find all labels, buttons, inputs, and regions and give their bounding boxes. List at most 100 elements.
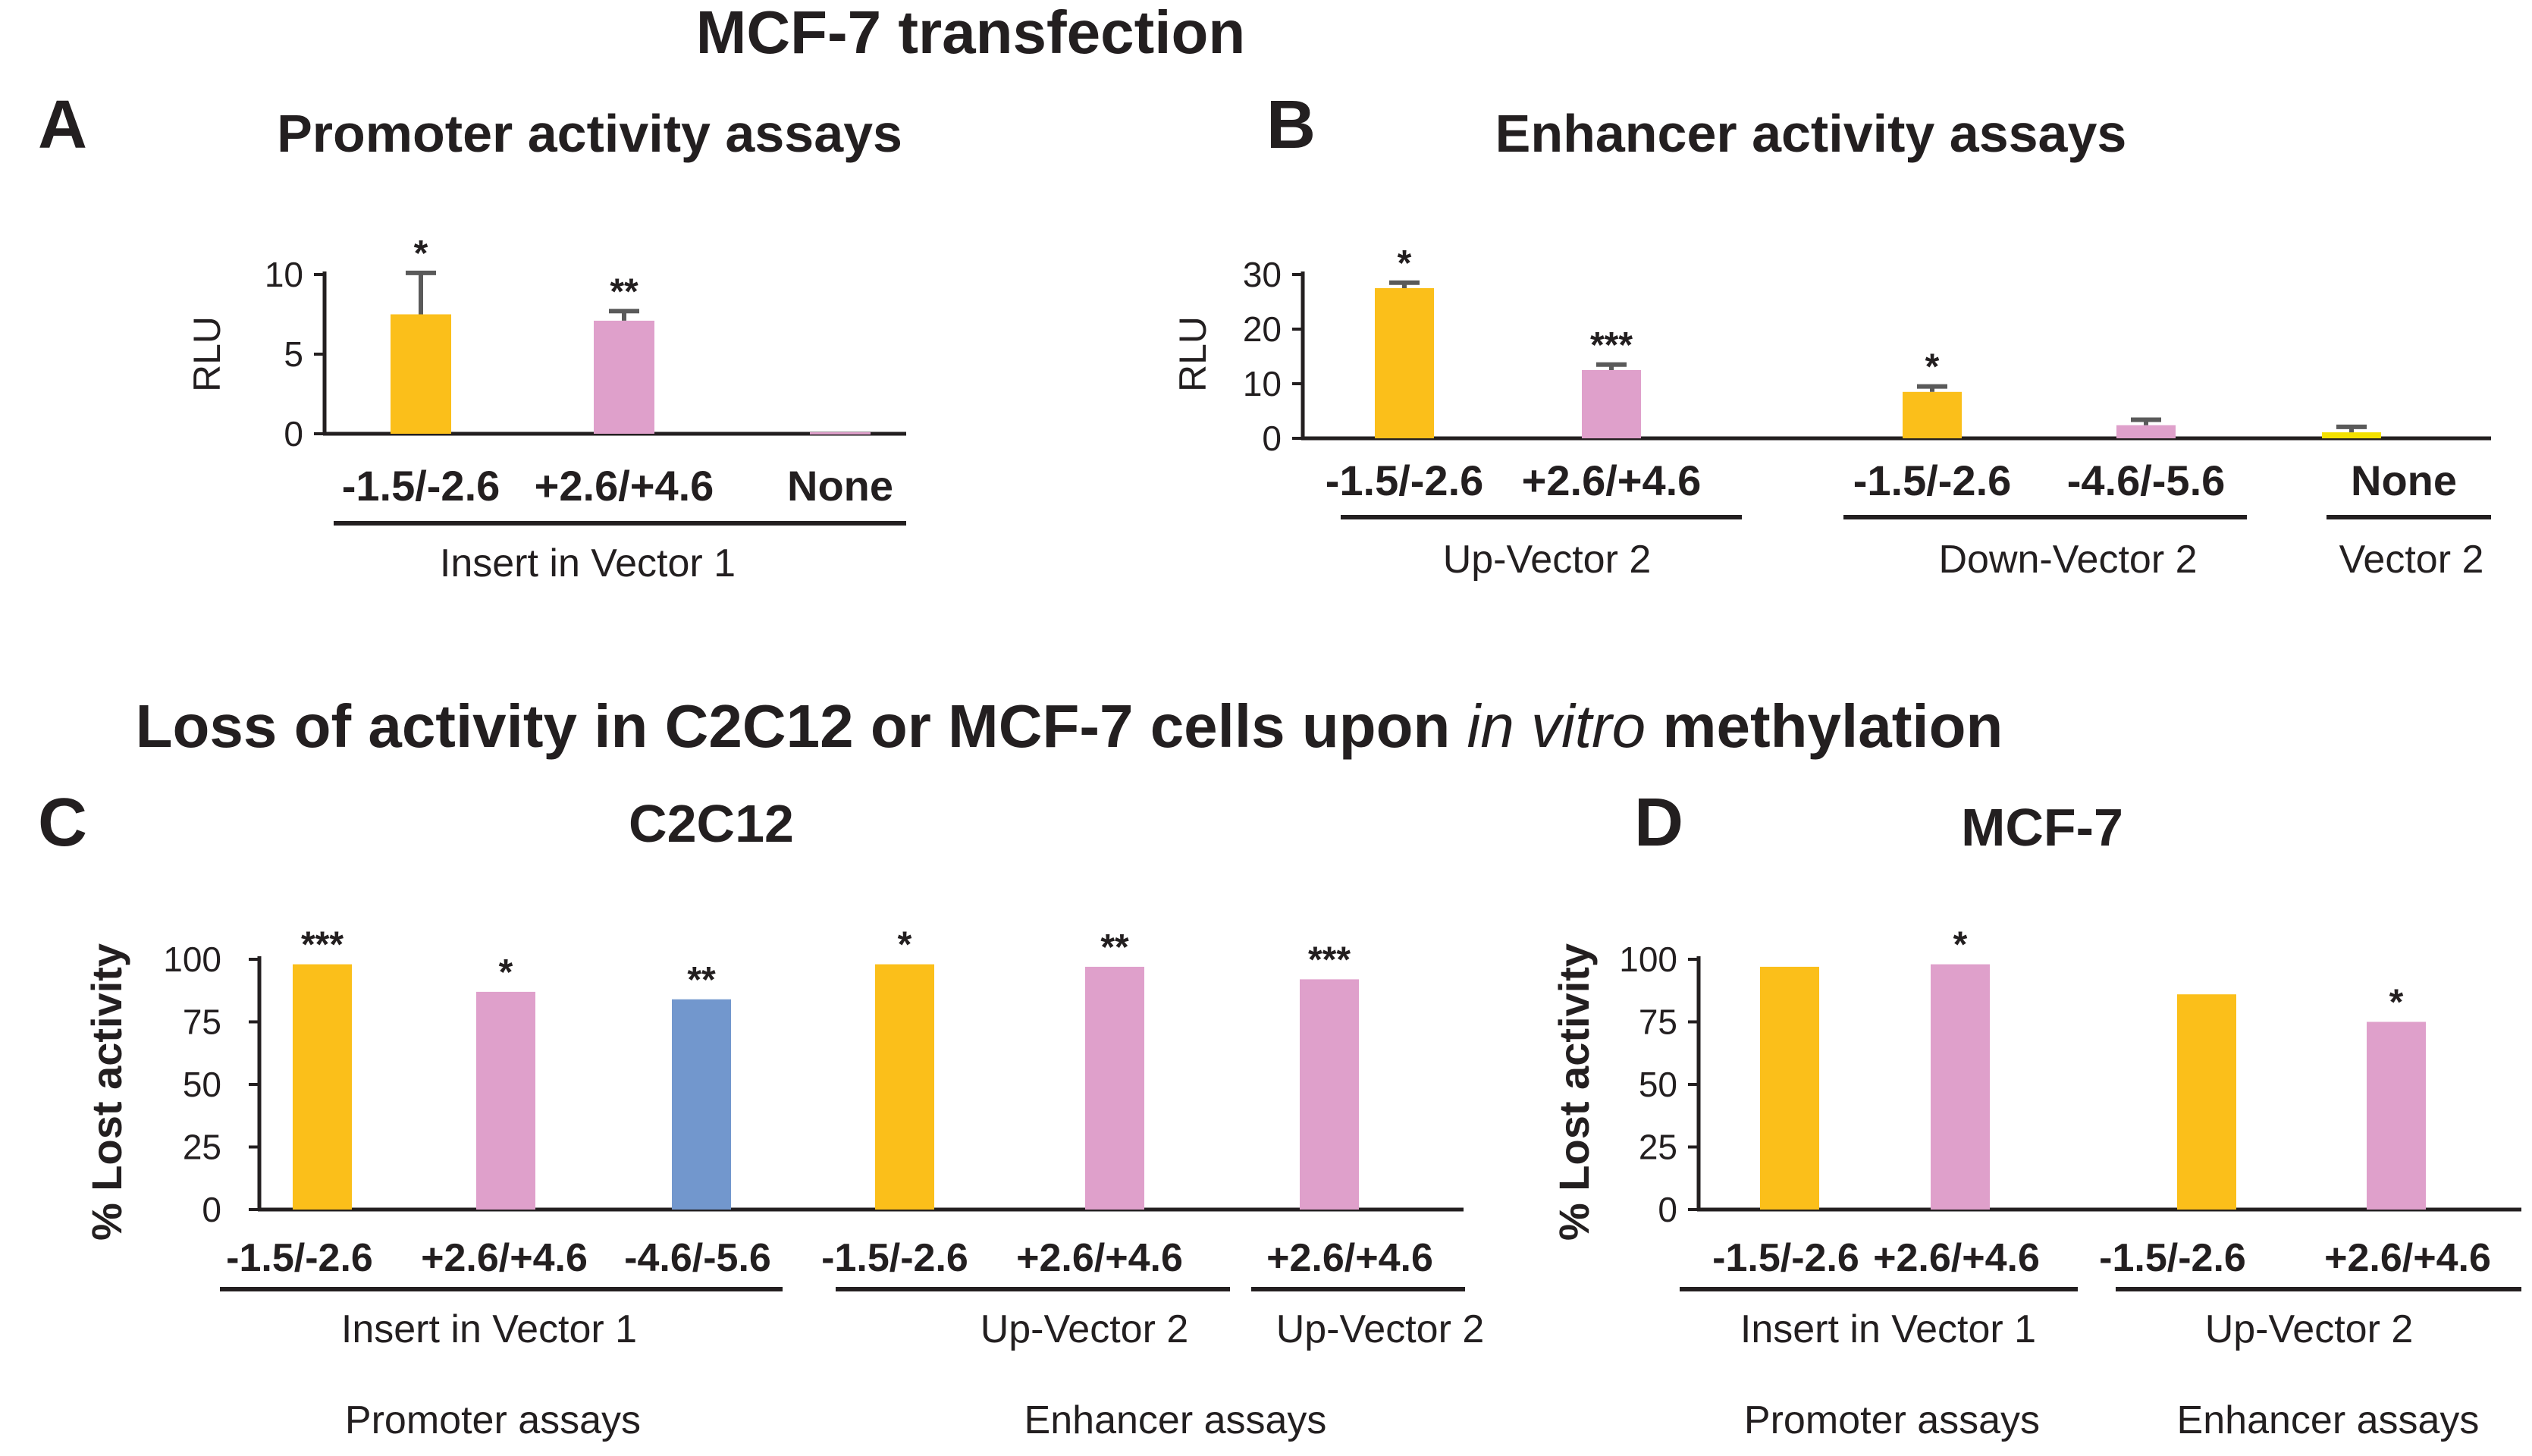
panel-a: A Promoter activity assaysRLU0510***-1.5/… [38,87,906,585]
error-bar-2 [609,309,639,321]
significance-label: * [1925,347,1940,388]
bar-1 [1375,288,1434,438]
y-tick-label: 0 [284,414,303,453]
y-tick-label: 75 [1639,1003,1677,1042]
category-label: None [787,462,893,510]
panel-letter: C [38,785,87,861]
y-tick-label: 30 [1243,255,1282,294]
bar-2 [594,320,654,434]
bar-5 [2322,432,2381,438]
y-tick-label: 10 [1243,364,1282,403]
category-label: -1.5/-2.6 [1712,1236,1859,1280]
group-label: Insert in Vector 1 [341,1307,637,1351]
panel-d: D MCF-7 % Lost activity 0 25 50 75 100 * * -1.5/-2… [1550,785,2521,1442]
group-label: Up-Vector 2 [1443,538,1652,582]
bar-3 [1903,391,1962,438]
error-bar-1 [406,270,436,315]
y-tick-label: 100 [1619,940,1677,979]
y-tick-label: 0 [202,1190,221,1229]
assay-label: Enhancer assays [1024,1398,1327,1442]
group-label: Insert in Vector 1 [440,541,736,585]
bar-3 [672,999,731,1210]
significance-label: *** [1308,940,1351,980]
bar-4 [875,964,934,1210]
significance-label: ** [687,960,716,1000]
panel-letter: A [38,87,87,163]
error-bar-3 [1917,384,1947,392]
chart-panels: A Promoter activity assaysRLU0510***-1.5/… [38,87,2521,1442]
significance-label: *** [1590,325,1633,366]
figure-title: MCF-7 transfection [696,0,1246,66]
category-label: -1.5/-2.6 [2099,1236,2246,1280]
category-label: -4.6/-5.6 [2067,457,2226,504]
bar-2 [1582,370,1641,438]
y-tick-label: 10 [265,255,303,294]
group-label: Up-Vector 2 [2205,1307,2414,1351]
category-label: +2.6/+4.6 [2324,1236,2491,1280]
y-tick-label: 100 [163,940,221,979]
category-label: +2.6/+4.6 [1266,1236,1433,1280]
significance-label: * [414,234,428,274]
bar-3 [810,431,871,435]
category-label: +2.6/+4.6 [1873,1236,2040,1280]
group-label: Up-Vector 2 [980,1307,1189,1351]
category-label: +2.6/+4.6 [535,462,714,510]
group-label: Insert in Vector 1 [1740,1307,2036,1351]
category-label: -4.6/-5.6 [624,1236,771,1280]
y-tick-label: 75 [183,1003,221,1042]
y-tick-label: 0 [1658,1190,1677,1229]
panel-title: MCF-7 [1961,798,2123,857]
significance-label: * [1953,925,1968,965]
group-label: Down-Vector 2 [1938,538,2197,582]
category-label: +2.6/+4.6 [1016,1236,1183,1280]
significance-label: * [1398,243,1412,284]
panel-title: Enhancer activity assays [1495,104,2127,163]
panel-letter: B [1266,87,1316,163]
error-bar-1 [1389,280,1420,288]
bar-1 [391,314,451,434]
y-axis-label: % Lost activity [1550,943,1598,1241]
category-label: -1.5/-2.6 [1853,457,2012,504]
y-axis-label: RLU [1172,316,1214,392]
assay-label: Enhancer assays [2177,1398,2480,1442]
section-subtitle: Loss of activity in C2C12 or MCF-7 cells… [136,692,2003,760]
y-tick-label: 25 [183,1128,221,1167]
significance-label: ** [610,271,638,312]
y-tick-label: 50 [1639,1065,1677,1104]
bar-1 [293,964,352,1210]
significance-label: ** [1100,927,1129,968]
y-tick-label: 25 [1639,1128,1677,1167]
group-label: Vector 2 [2339,538,2484,582]
bar-3 [2177,994,2236,1210]
category-label: +2.6/+4.6 [421,1236,588,1280]
y-axis-label: RLU [186,316,228,392]
category-label: +2.6/+4.6 [1522,457,1702,504]
y-tick-label: 20 [1243,309,1282,349]
significance-label: * [499,952,513,993]
bar-4 [2367,1021,2426,1210]
bar-4 [2116,425,2176,438]
error-bar-4 [2131,417,2161,425]
y-axis-label: % Lost activity [83,943,130,1241]
y-tick-label: 50 [183,1065,221,1104]
bar-6 [1300,979,1359,1210]
category-label: -1.5/-2.6 [821,1236,968,1280]
error-bar-2 [1596,362,1627,370]
y-tick-label: 5 [284,334,303,374]
category-label: -1.5/-2.6 [1326,457,1484,504]
group-label: Up-Vector 2 [1276,1307,1485,1351]
significance-label: * [898,925,912,965]
bar-2 [476,991,535,1210]
panel-title: C2C12 [629,794,794,853]
panel-title: Promoter activity assays [277,104,902,163]
assay-label: Promoter assays [345,1398,641,1442]
significance-label: *** [301,925,344,965]
category-label: -1.5/-2.6 [226,1236,373,1280]
bar-2 [1931,964,1990,1210]
error-bar-5 [2336,424,2367,433]
assay-label: Promoter assays [1744,1398,2040,1442]
bar-5 [1085,966,1144,1210]
